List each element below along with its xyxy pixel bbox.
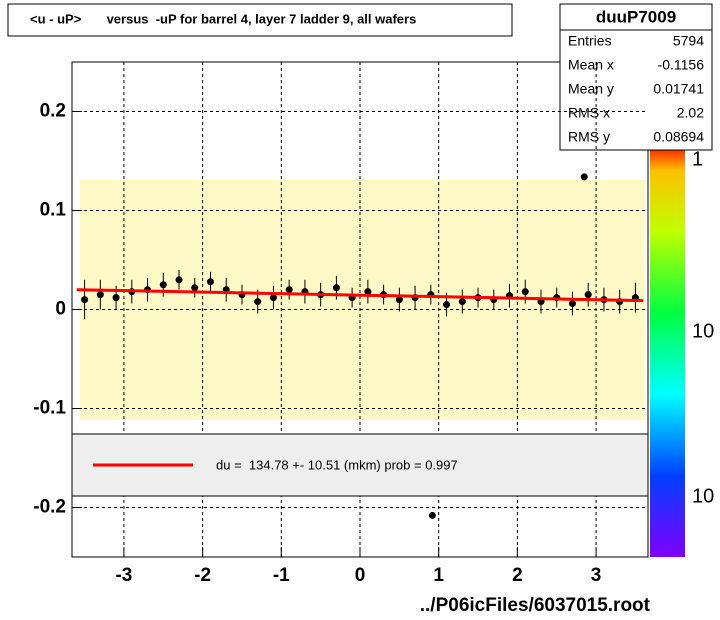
stats-label: RMS y xyxy=(568,129,610,145)
y-tick-label: -0.2 xyxy=(33,497,66,518)
colorbar-label: 10 xyxy=(692,320,714,342)
y-tick-label: -0.1 xyxy=(33,398,66,419)
y-tick-label: 0.1 xyxy=(40,200,67,221)
x-tick-label: 0 xyxy=(355,565,366,586)
data-point xyxy=(285,286,293,294)
stats-value: 0.08694 xyxy=(653,129,704,145)
x-tick-label: -3 xyxy=(115,565,132,586)
stats-value: 2.02 xyxy=(677,105,704,121)
data-point xyxy=(584,291,592,299)
x-tick-label: -1 xyxy=(273,565,290,586)
data-point xyxy=(521,288,529,296)
stats-label: Mean x xyxy=(568,57,614,73)
y-tick-label: 0 xyxy=(55,299,66,320)
data-point xyxy=(428,511,436,519)
data-point xyxy=(580,173,588,181)
data-point xyxy=(364,288,372,296)
stats-name: duuP7009 xyxy=(596,7,676,26)
legend-text: du = 134.78 +- 10.51 (mkm) prob = 0.997 xyxy=(216,457,458,472)
chart-title: <u - uP> versus -uP for barrel 4, layer … xyxy=(30,11,416,26)
stats-value: -0.1156 xyxy=(658,57,705,73)
stats-box xyxy=(559,3,713,151)
data-point xyxy=(112,294,120,302)
stats-rows: Entries 5794 Mean x -0.1156 Mean y 0.01741 RMS… xyxy=(568,33,704,145)
data-point xyxy=(458,298,466,306)
fit-line xyxy=(76,288,644,303)
x-tick-label: 3 xyxy=(591,565,602,586)
stats-label: Entries xyxy=(568,33,612,49)
x-tick-label: -2 xyxy=(194,565,211,586)
plot: -0.2 -0.1 0 0.1 0.2 -3 -2 -1 0 1 2 3 1 10 10 xyxy=(33,62,714,586)
x-tick-label: 2 xyxy=(512,565,523,586)
stats-label: Mean y xyxy=(568,81,614,97)
colorbar-label: 10 xyxy=(692,485,714,507)
title-box xyxy=(7,3,513,37)
stats-value: 5794 xyxy=(673,33,704,49)
footer: ../P06icFiles/6037015.root xyxy=(420,595,651,616)
data-point xyxy=(254,298,262,306)
data-point xyxy=(159,281,167,289)
stats-label: RMS x xyxy=(568,105,610,121)
data-point xyxy=(96,291,104,299)
data-point xyxy=(206,278,214,286)
color-bar xyxy=(650,150,685,557)
stats-value: 0.01741 xyxy=(653,81,704,97)
data-point xyxy=(395,296,403,304)
data-point xyxy=(269,294,277,302)
colorbar-label: 1 xyxy=(692,148,703,170)
data-point xyxy=(332,284,340,292)
y-tick-label: 0.2 xyxy=(40,101,66,122)
data-point xyxy=(191,284,199,292)
x-tick-label: 1 xyxy=(433,565,444,586)
data-point xyxy=(175,276,183,284)
data-point xyxy=(443,301,451,309)
data-point xyxy=(568,300,576,308)
data-point xyxy=(81,296,89,304)
